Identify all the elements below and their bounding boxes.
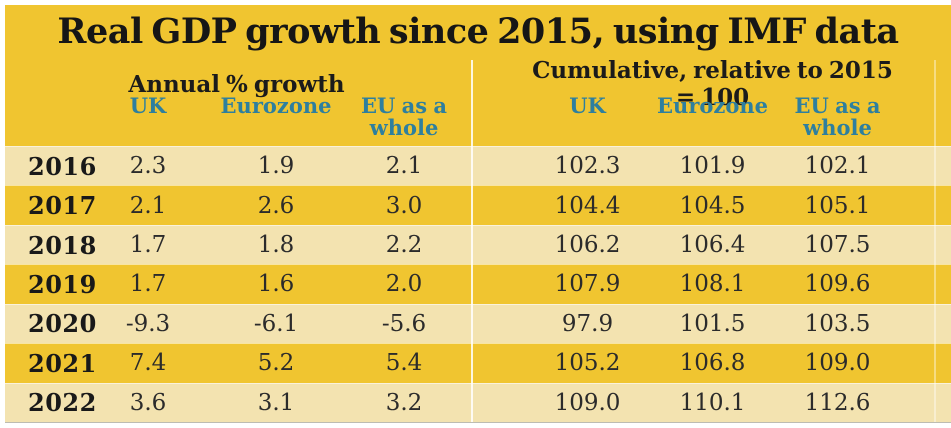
cumulative-eurozone-value: 110.1: [679, 389, 746, 416]
section-annual-label: Annual % growth: [128, 70, 345, 98]
cumulative-eurozone-value: 108.1: [679, 271, 746, 298]
table-area: Real GDP growth since 2015, using IMF da…: [5, 5, 951, 423]
cumulative-uk-value: 102.3: [554, 153, 621, 180]
page-title: Real GDP growth since 2015, using IMF da…: [57, 10, 899, 52]
cumulative-eu-value: 105.1: [804, 192, 871, 219]
table-row-2017: 2017 2.1 2.6 3.0 104.4 104.5 105.1: [5, 185, 951, 225]
annual-eurozone-value: -6.1: [253, 310, 299, 337]
annual-eu-value: 2.2: [385, 232, 423, 259]
annual-uk-value: 7.4: [129, 350, 167, 377]
annual-eu-value: 3.0: [385, 192, 423, 219]
section-divider-line: [471, 60, 473, 422]
colhead-cumulative-eu-whole: EU as a whole: [794, 93, 881, 141]
right-edge-divider-line: [934, 60, 936, 422]
divider-gap: [468, 186, 525, 224]
cumulative-eurozone-value: 106.8: [679, 350, 746, 377]
divider-gap: [468, 226, 525, 264]
annual-eurozone-value: 5.2: [257, 350, 295, 377]
cumulative-eu-value: 112.6: [804, 389, 871, 416]
annual-eurozone-value: 1.6: [257, 271, 295, 298]
annual-uk-value: 1.7: [129, 271, 167, 298]
annual-eurozone-value: 2.6: [257, 192, 295, 219]
row-year: 2020: [28, 309, 97, 339]
cumulative-eu-value: 107.5: [804, 232, 871, 259]
table-row-2020: 2020 -9.3 -6.1 -5.6 97.9 101.5 103.5: [5, 303, 951, 344]
cumulative-uk-value: 105.2: [554, 350, 621, 377]
column-header-row: UK Eurozone EU as a whole UK Eurozone EU…: [5, 90, 951, 146]
cumulative-eu-value: 103.5: [804, 310, 871, 337]
cumulative-uk-value: 106.2: [554, 232, 621, 259]
row-year: 2022: [28, 388, 97, 418]
colhead-cumulative-uk: UK: [569, 93, 606, 118]
divider-gap: [468, 90, 525, 146]
row-year: 2016: [28, 151, 97, 181]
table-row-2016: 2016 2.3 1.9 2.1 102.3 101.9 102.1: [5, 146, 951, 186]
annual-uk-value: 3.6: [129, 389, 167, 416]
cumulative-uk-value: 109.0: [554, 389, 621, 416]
cumulative-eurozone-value: 101.5: [679, 310, 746, 337]
divider-gap: [468, 265, 525, 303]
colhead-annual-eurozone: Eurozone: [220, 93, 332, 118]
annual-uk-value: -9.3: [125, 310, 171, 337]
spacer-cell: [900, 344, 951, 382]
row-year: 2021: [28, 348, 97, 378]
table-row-2018: 2018 1.7 1.8 2.2 106.2 106.4 107.5: [5, 224, 951, 265]
table-row-2019: 2019 1.7 1.6 2.0 107.9 108.1 109.6: [5, 264, 951, 304]
divider-gap: [468, 384, 525, 422]
section-cumulative: Cumulative, relative to 2015 = 100: [525, 57, 900, 111]
title-row: Real GDP growth since 2015, using IMF da…: [5, 5, 951, 57]
row-year: 2018: [28, 230, 97, 260]
annual-eu-value: 2.1: [385, 153, 423, 180]
row-year: 2017: [28, 191, 97, 221]
spacer-cell: [5, 90, 84, 146]
cumulative-uk-value: 97.9: [561, 310, 614, 337]
annual-uk-value: 2.1: [129, 192, 167, 219]
spacer-cell: [900, 147, 951, 185]
annual-eu-value: 2.0: [385, 271, 423, 298]
cumulative-eurozone-value: 104.5: [679, 192, 746, 219]
spacer-cell: [900, 265, 951, 303]
cumulative-eu-value: 109.6: [804, 271, 871, 298]
divider-gap: [468, 305, 525, 343]
cumulative-eu-value: 102.1: [804, 153, 871, 180]
table-row-2022: 2022 3.6 3.1 3.2 109.0 110.1 112.6: [5, 382, 951, 422]
spacer-cell: [900, 384, 951, 422]
annual-eurozone-value: 1.9: [257, 153, 295, 180]
colhead-cumulative-eurozone: Eurozone: [657, 93, 768, 118]
annual-uk-value: 1.7: [129, 232, 167, 259]
cumulative-uk-value: 107.9: [554, 271, 621, 298]
cumulative-eurozone-value: 106.4: [679, 232, 746, 259]
spacer-cell: [900, 305, 951, 343]
colhead-annual-uk: UK: [129, 93, 167, 118]
row-year: 2019: [28, 269, 97, 299]
section-cumulative-label: Cumulative, relative to 2015 = 100: [532, 57, 893, 111]
cumulative-eurozone-value: 101.9: [679, 153, 746, 180]
divider-gap: [468, 147, 525, 185]
colhead-annual-eu-whole: EU as a whole: [361, 93, 447, 141]
annual-eurozone-value: 3.1: [257, 389, 295, 416]
section-annual: Annual % growth: [5, 71, 468, 98]
cumulative-uk-value: 104.4: [554, 192, 621, 219]
section-header-row: Annual % growth Cumulative, relative to …: [5, 57, 951, 111]
spacer-cell: [900, 226, 951, 264]
annual-eu-value: -5.6: [381, 310, 427, 337]
table-row-2021: 2021 7.4 5.2 5.4 105.2 106.8 109.0: [5, 343, 951, 383]
cumulative-eu-value: 109.0: [804, 350, 871, 377]
spacer-cell: [900, 186, 951, 224]
annual-uk-value: 2.3: [129, 153, 167, 180]
annual-eu-value: 5.4: [385, 350, 423, 377]
spacer-cell: [900, 90, 951, 146]
annual-eu-value: 3.2: [385, 389, 423, 416]
annual-eurozone-value: 1.8: [257, 232, 295, 259]
divider-gap: [468, 344, 525, 382]
